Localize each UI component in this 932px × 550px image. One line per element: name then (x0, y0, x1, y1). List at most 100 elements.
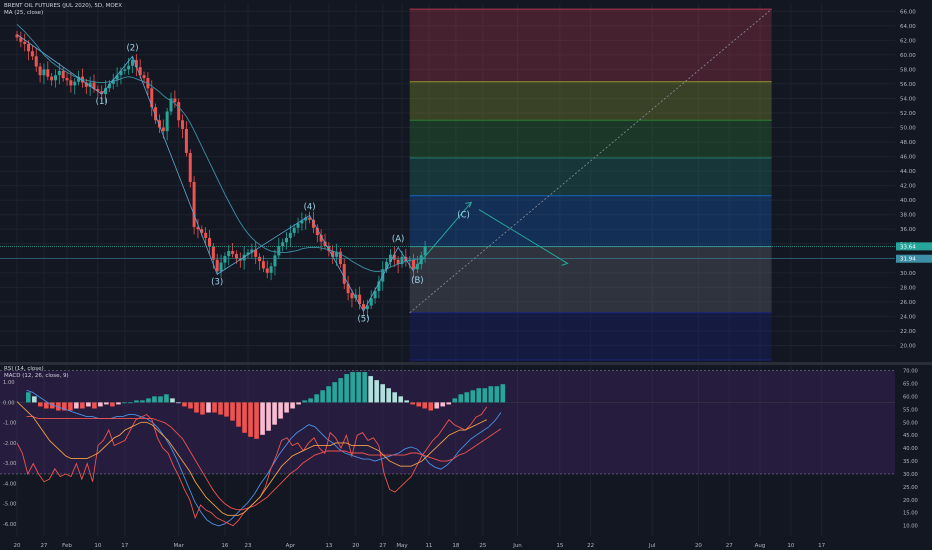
macd-histogram-bar (422, 402, 428, 409)
macd-histogram-bar (104, 402, 109, 405)
time-tick-label: 10 (94, 543, 101, 549)
price-tick-label: 66.00 (900, 9, 916, 15)
macd-histogram-bar (68, 402, 73, 411)
candle-body (392, 254, 396, 260)
fib-band (409, 81, 772, 121)
candle-body (50, 76, 54, 81)
symbol-title[interactable]: BRENT OIL FUTURES (JUL 2020), 5D, MOEX (4, 3, 122, 9)
macd-tick-label: 0.00 (3, 400, 15, 406)
macd-histogram-bar (44, 402, 49, 409)
candle-body (231, 251, 235, 254)
candle-body (269, 266, 273, 273)
macd-histogram-bar (302, 400, 307, 403)
macd-histogram-bar (56, 402, 61, 411)
ma-price-value: 31.94 (900, 257, 916, 263)
candle-body (100, 91, 104, 95)
macd-histogram-bar (464, 392, 470, 403)
last-price-value: 33.64 (900, 244, 916, 250)
candle-body (177, 102, 181, 121)
candle-body (342, 264, 346, 284)
candle-body (296, 223, 300, 228)
macd-tick-label: -4.00 (3, 481, 16, 487)
time-axis: 20 27 Feb 10 17 Mar 16 23 Apr 13 20 27 May 11 18 25 Jun 1… (0, 538, 932, 550)
macd-histogram-bar (404, 400, 409, 403)
candle-body (154, 107, 158, 121)
candle-body (419, 255, 423, 265)
candle-body (223, 256, 227, 263)
candle-body (300, 220, 304, 224)
macd-histogram-bar (494, 386, 500, 403)
time-tick-label: 27 (726, 543, 733, 549)
candle-body (215, 259, 219, 272)
candle-body (30, 51, 34, 57)
macd-histogram-bar (446, 402, 452, 405)
candle-body (111, 79, 115, 84)
macd-histogram-bar (140, 400, 145, 403)
wave-label: (3) (211, 277, 223, 287)
macd-histogram-bar (170, 398, 175, 403)
candle-body (57, 70, 61, 76)
arrow-head (561, 259, 569, 266)
candle-body (208, 237, 211, 247)
macd-histogram-bar (92, 402, 97, 409)
price-tick-label: 50.00 (900, 126, 916, 132)
candle-body (88, 82, 92, 87)
time-axis-bg (0, 538, 932, 550)
candle-body (46, 69, 50, 77)
macd-histogram-bar (356, 372, 361, 403)
time-tick-label: 20 (695, 543, 702, 549)
candle-body (319, 235, 323, 242)
time-tick-label: Jul (648, 543, 656, 549)
macd-legend[interactable]: MACD (12, 26, close, 9) (4, 373, 69, 379)
macd-histogram-bar (308, 398, 313, 403)
macd-histogram-bar (80, 402, 85, 409)
rsi-tick-label: 15.00 (903, 511, 918, 517)
price-tick-label: 22.00 (900, 329, 916, 335)
rsi-legend[interactable]: RSI (14, close) (4, 366, 44, 372)
candle-body (400, 256, 404, 265)
macd-histogram-bar (62, 402, 67, 411)
wave-label: (B) (411, 276, 423, 286)
fib-band (409, 9, 772, 82)
candle-body (373, 290, 377, 299)
candle-body (377, 281, 381, 291)
macd-histogram-bar (206, 402, 211, 413)
price-tick-label: 26.00 (900, 300, 916, 306)
candle-body (323, 241, 327, 246)
macd-histogram-bar (290, 402, 295, 409)
candle-body (365, 305, 369, 310)
price-tick-label: 30.00 (900, 271, 916, 277)
macd-histogram-bar (242, 402, 247, 433)
macd-histogram-bar (116, 402, 121, 405)
macd-tick-label: 1.00 (3, 380, 15, 386)
ma-legend[interactable]: MA (25, close) (4, 10, 44, 16)
time-tick-label: May (396, 543, 408, 549)
candle-body (38, 66, 42, 76)
wave-label: (2) (126, 43, 138, 53)
macd-histogram-bar (272, 402, 277, 425)
macd-histogram-bar (164, 394, 169, 403)
candle-body (150, 88, 154, 108)
candle-body (219, 262, 223, 272)
rsi-line (16, 401, 487, 516)
pane-separator[interactable] (0, 362, 932, 365)
time-tick-label: Mar (174, 543, 185, 549)
wave-label: (5) (357, 314, 369, 324)
macd-histogram-bar (482, 388, 488, 403)
wave-label: (4) (304, 202, 316, 212)
macd-histogram-bar (332, 382, 337, 403)
elliott-wave-annotations[interactable]: (1) (2) (3) (4) (5) (A) (B) (C) (16, 34, 569, 325)
candle-body (308, 217, 312, 220)
candle-body (15, 34, 19, 38)
candle-body (69, 80, 73, 86)
macd-histogram-bar (86, 402, 91, 407)
fibonacci-retracement[interactable] (409, 8, 772, 361)
candle-body (96, 89, 100, 92)
time-tick-label: Feb (62, 543, 72, 549)
macd-histogram-bar (470, 390, 476, 403)
candle-body (19, 37, 23, 42)
candle-body (65, 78, 69, 81)
candle-body (265, 268, 269, 273)
macd-histogram-bar (194, 402, 199, 413)
